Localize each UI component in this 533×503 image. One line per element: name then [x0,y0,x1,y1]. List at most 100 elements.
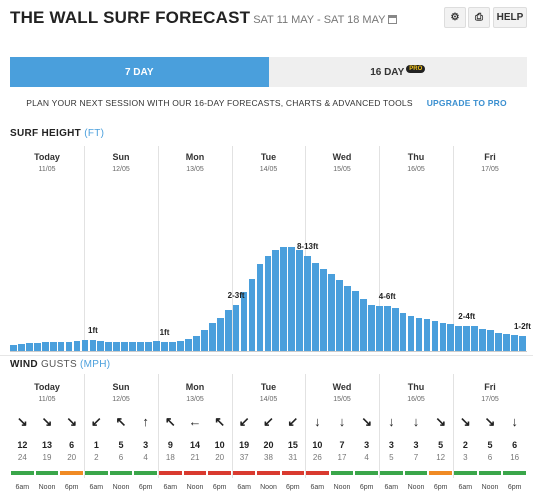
calendar-icon[interactable] [388,15,398,24]
wind-direction-arrow-icon: ↓ [511,414,518,429]
tab-7-day[interactable]: 7 DAY [10,57,269,87]
day-name: Thu [407,382,425,392]
surf-bar[interactable] [129,342,137,351]
surf-bar[interactable] [248,278,256,351]
surf-bar[interactable] [272,250,280,351]
day-name: Mon [185,152,205,162]
day-header: Today 11/05 [17,152,77,173]
surf-bar[interactable] [10,345,17,351]
wind-gust: 37 [239,453,249,462]
surf-bar[interactable] [161,341,168,351]
surf-bar[interactable] [153,340,160,351]
surf-bar[interactable] [17,344,25,351]
surf-bar[interactable] [264,256,272,351]
surf-bar[interactable] [320,269,327,351]
surf-bar[interactable] [121,342,129,351]
wind-rating-bar [404,471,428,475]
surf-bar[interactable] [97,340,105,351]
surf-bar[interactable] [41,342,49,351]
day-date: 13/05 [186,396,204,403]
surf-bar[interactable] [192,335,200,351]
surf-bar[interactable] [391,308,399,351]
surf-bar[interactable] [519,335,526,351]
surf-bar[interactable] [105,341,113,351]
tab-16-day[interactable]: 16 DAY PRO [268,57,527,87]
surf-bar[interactable] [463,326,471,351]
wind-gust: 4 [143,453,148,462]
time-label: 6pm [507,484,522,491]
surf-bar[interactable] [113,341,121,351]
surf-bar[interactable] [336,279,343,351]
surf-bar[interactable] [216,317,224,351]
surf-bar[interactable] [240,292,248,351]
surf-bar[interactable] [352,291,359,351]
surf-bar[interactable] [177,340,184,351]
surf-bar[interactable] [137,342,144,351]
surf-bar[interactable] [145,341,152,351]
print-button[interactable]: ⎙ [468,7,490,28]
surf-bar[interactable] [312,262,319,351]
surf-bar[interactable] [89,339,97,351]
surf-bar[interactable] [415,317,423,351]
surf-bar[interactable] [328,274,335,351]
wind-rating-bar [503,471,526,475]
surf-bar[interactable] [471,326,479,351]
surf-bar[interactable] [359,298,367,351]
surf-bar[interactable] [375,306,383,351]
surf-bar[interactable] [57,342,65,351]
surf-bar[interactable] [447,324,455,351]
time-label: Noon [333,484,351,491]
surf-bar[interactable] [455,326,463,351]
surf-bar[interactable] [495,332,502,351]
surf-bar[interactable] [407,315,415,351]
surf-bar[interactable] [503,333,510,351]
title-text: THE WALL SURF FORECAST [10,8,251,27]
surf-bar[interactable] [256,263,264,351]
wind-speed: 2 [462,440,468,450]
date-range[interactable]: SAT 11 MAY - SAT 18 MAY [253,14,386,26]
wind-day-header: Wed 15/05 [312,382,372,403]
surf-bar[interactable] [280,246,288,351]
surf-bar[interactable] [399,313,407,351]
upgrade-link[interactable]: UPGRADE TO PRO [426,98,507,108]
surf-bar[interactable] [49,342,57,351]
wind-rating-bar [429,471,452,475]
surf-bar[interactable] [208,322,216,351]
surf-bar[interactable] [200,330,208,351]
surf-bar[interactable] [439,322,447,351]
surf-bar[interactable] [73,340,81,351]
promo-text: PLAN YOUR NEXT SESSION WITH OUR 16-DAY F… [26,98,413,108]
surf-bar[interactable] [431,320,439,351]
help-button[interactable]: HELP [493,7,527,28]
surf-bar[interactable] [487,330,494,351]
wind-rating-bar [454,471,477,475]
surf-bar[interactable] [288,246,296,351]
surf-bar[interactable] [169,341,176,351]
wind-rating-bar [380,471,403,475]
surf-bar[interactable] [344,286,351,351]
wind-direction-arrow-icon: ↙ [238,414,250,429]
surf-bar[interactable] [383,306,391,351]
day-header: Tue 14/05 [239,152,299,173]
time-label: Noon [112,484,130,491]
surf-bar[interactable] [479,329,487,351]
surf-bar[interactable] [296,250,304,351]
time-label: 6am [310,484,325,491]
surf-bar[interactable] [511,334,518,351]
surf-bar[interactable] [184,338,192,351]
wind-speed: 10 [312,440,323,450]
wind-speed: 3 [143,440,149,450]
settings-button[interactable]: ⚙ [444,7,466,28]
surf-bar[interactable] [423,318,431,351]
surf-bar[interactable] [33,343,41,351]
surf-bar[interactable] [81,339,89,351]
surf-bar[interactable] [25,343,33,351]
surf-bar[interactable] [304,256,312,351]
surf-bar[interactable] [367,305,375,351]
surf-bar[interactable] [232,305,240,351]
surf-bar[interactable] [65,341,73,351]
surf-unit: (FT) [84,128,105,139]
surf-bar[interactable] [224,310,232,351]
time-label: 6pm [359,484,374,491]
wind-direction-arrow-icon: ↑ [142,414,149,429]
